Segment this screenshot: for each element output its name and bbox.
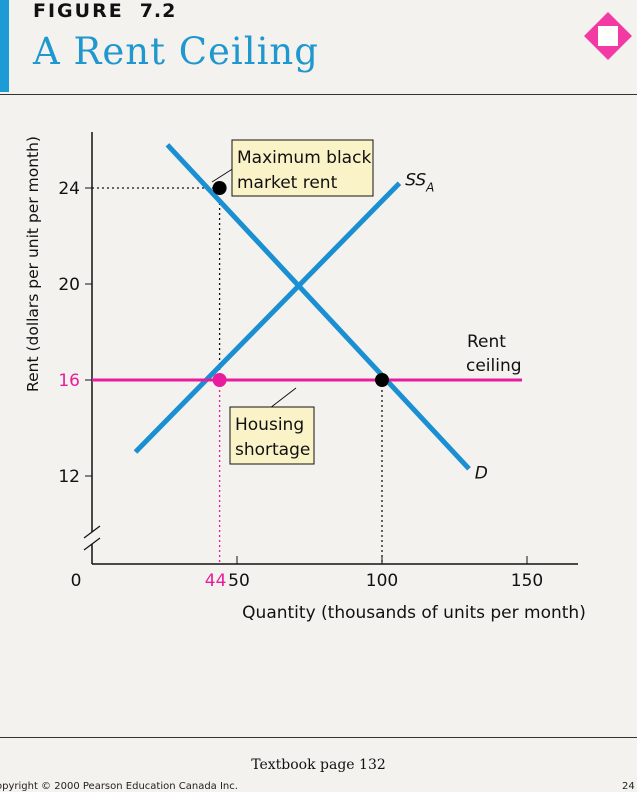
figure-number: 7.2 — [139, 0, 177, 22]
rent-ceiling-chart: 24 20 16 12 0 50 100 150 44 Quantity (th… — [24, 132, 586, 623]
x-tick-label-0: 0 — [71, 571, 82, 591]
figure-label-text: FIGURE — [33, 0, 124, 22]
demand-curve-label: D — [475, 463, 488, 483]
x-tick-150: 150 — [511, 556, 543, 591]
point-black-market-rent — [212, 181, 227, 195]
footer-copyright: opyright © 2000 Pearson Education Canada… — [0, 781, 238, 792]
figure-title: A Rent Ceiling — [33, 30, 319, 73]
y-tick-label-24: 24 — [58, 179, 80, 199]
callout-shortage-line2: shortage — [235, 440, 310, 460]
ceiling-label-line1: Rent — [467, 332, 506, 352]
x-tick-label-50: 50 — [228, 571, 250, 591]
y-axis-label: Rent (dollars per unit per month) — [24, 136, 42, 392]
y-tick-20: 20 — [58, 275, 92, 295]
y-tick-label-12: 12 — [58, 467, 80, 487]
ceiling-label-line2: ceiling — [466, 356, 522, 376]
diamond-logo-icon — [584, 12, 632, 60]
y-tick-12: 12 — [58, 467, 92, 487]
callout-leader-black-market — [211, 167, 235, 183]
x-axis-label: Quantity (thousands of units per month) — [242, 603, 586, 623]
callout-black-market-line1: Maximum black — [237, 148, 371, 168]
figure-label: FIGURE 7.2 — [33, 0, 176, 22]
y-tick-16: 16 — [58, 371, 92, 391]
point-quantity-supplied — [212, 373, 227, 387]
supply-curve-label-main: SS — [405, 171, 426, 191]
accent-bar — [0, 0, 9, 92]
footer-page-reference: Textbook page 132 — [251, 757, 386, 773]
supply-curve — [133, 181, 402, 454]
callout-box-shortage — [229, 406, 315, 465]
demand-curve — [165, 143, 471, 471]
x-tick-label-44: 44 — [205, 571, 227, 591]
axis-break-mark-1 — [83, 525, 101, 539]
footer-page-number: 24 — [622, 781, 635, 792]
callout-shortage-line1: Housing — [235, 415, 304, 435]
x-tick-label-150: 150 — [511, 571, 543, 591]
x-tick-50: 50 — [228, 556, 250, 591]
supply-curve-label: SSA — [405, 171, 434, 195]
x-tick-label-100: 100 — [366, 571, 398, 591]
callout-leader-shortage — [269, 387, 297, 409]
callout-box-black-market — [231, 139, 374, 197]
y-tick-label-16: 16 — [58, 371, 80, 391]
y-tick-24: 24 — [58, 179, 92, 199]
axis-break-mark-2 — [83, 537, 101, 551]
y-tick-label-20: 20 — [58, 275, 80, 295]
callout-black-market-line2: market rent — [237, 173, 338, 193]
point-quantity-demanded — [375, 373, 389, 387]
supply-curve-label-subscript: A — [425, 181, 434, 195]
footer-rule — [0, 737, 637, 738]
header-rule — [0, 94, 637, 95]
